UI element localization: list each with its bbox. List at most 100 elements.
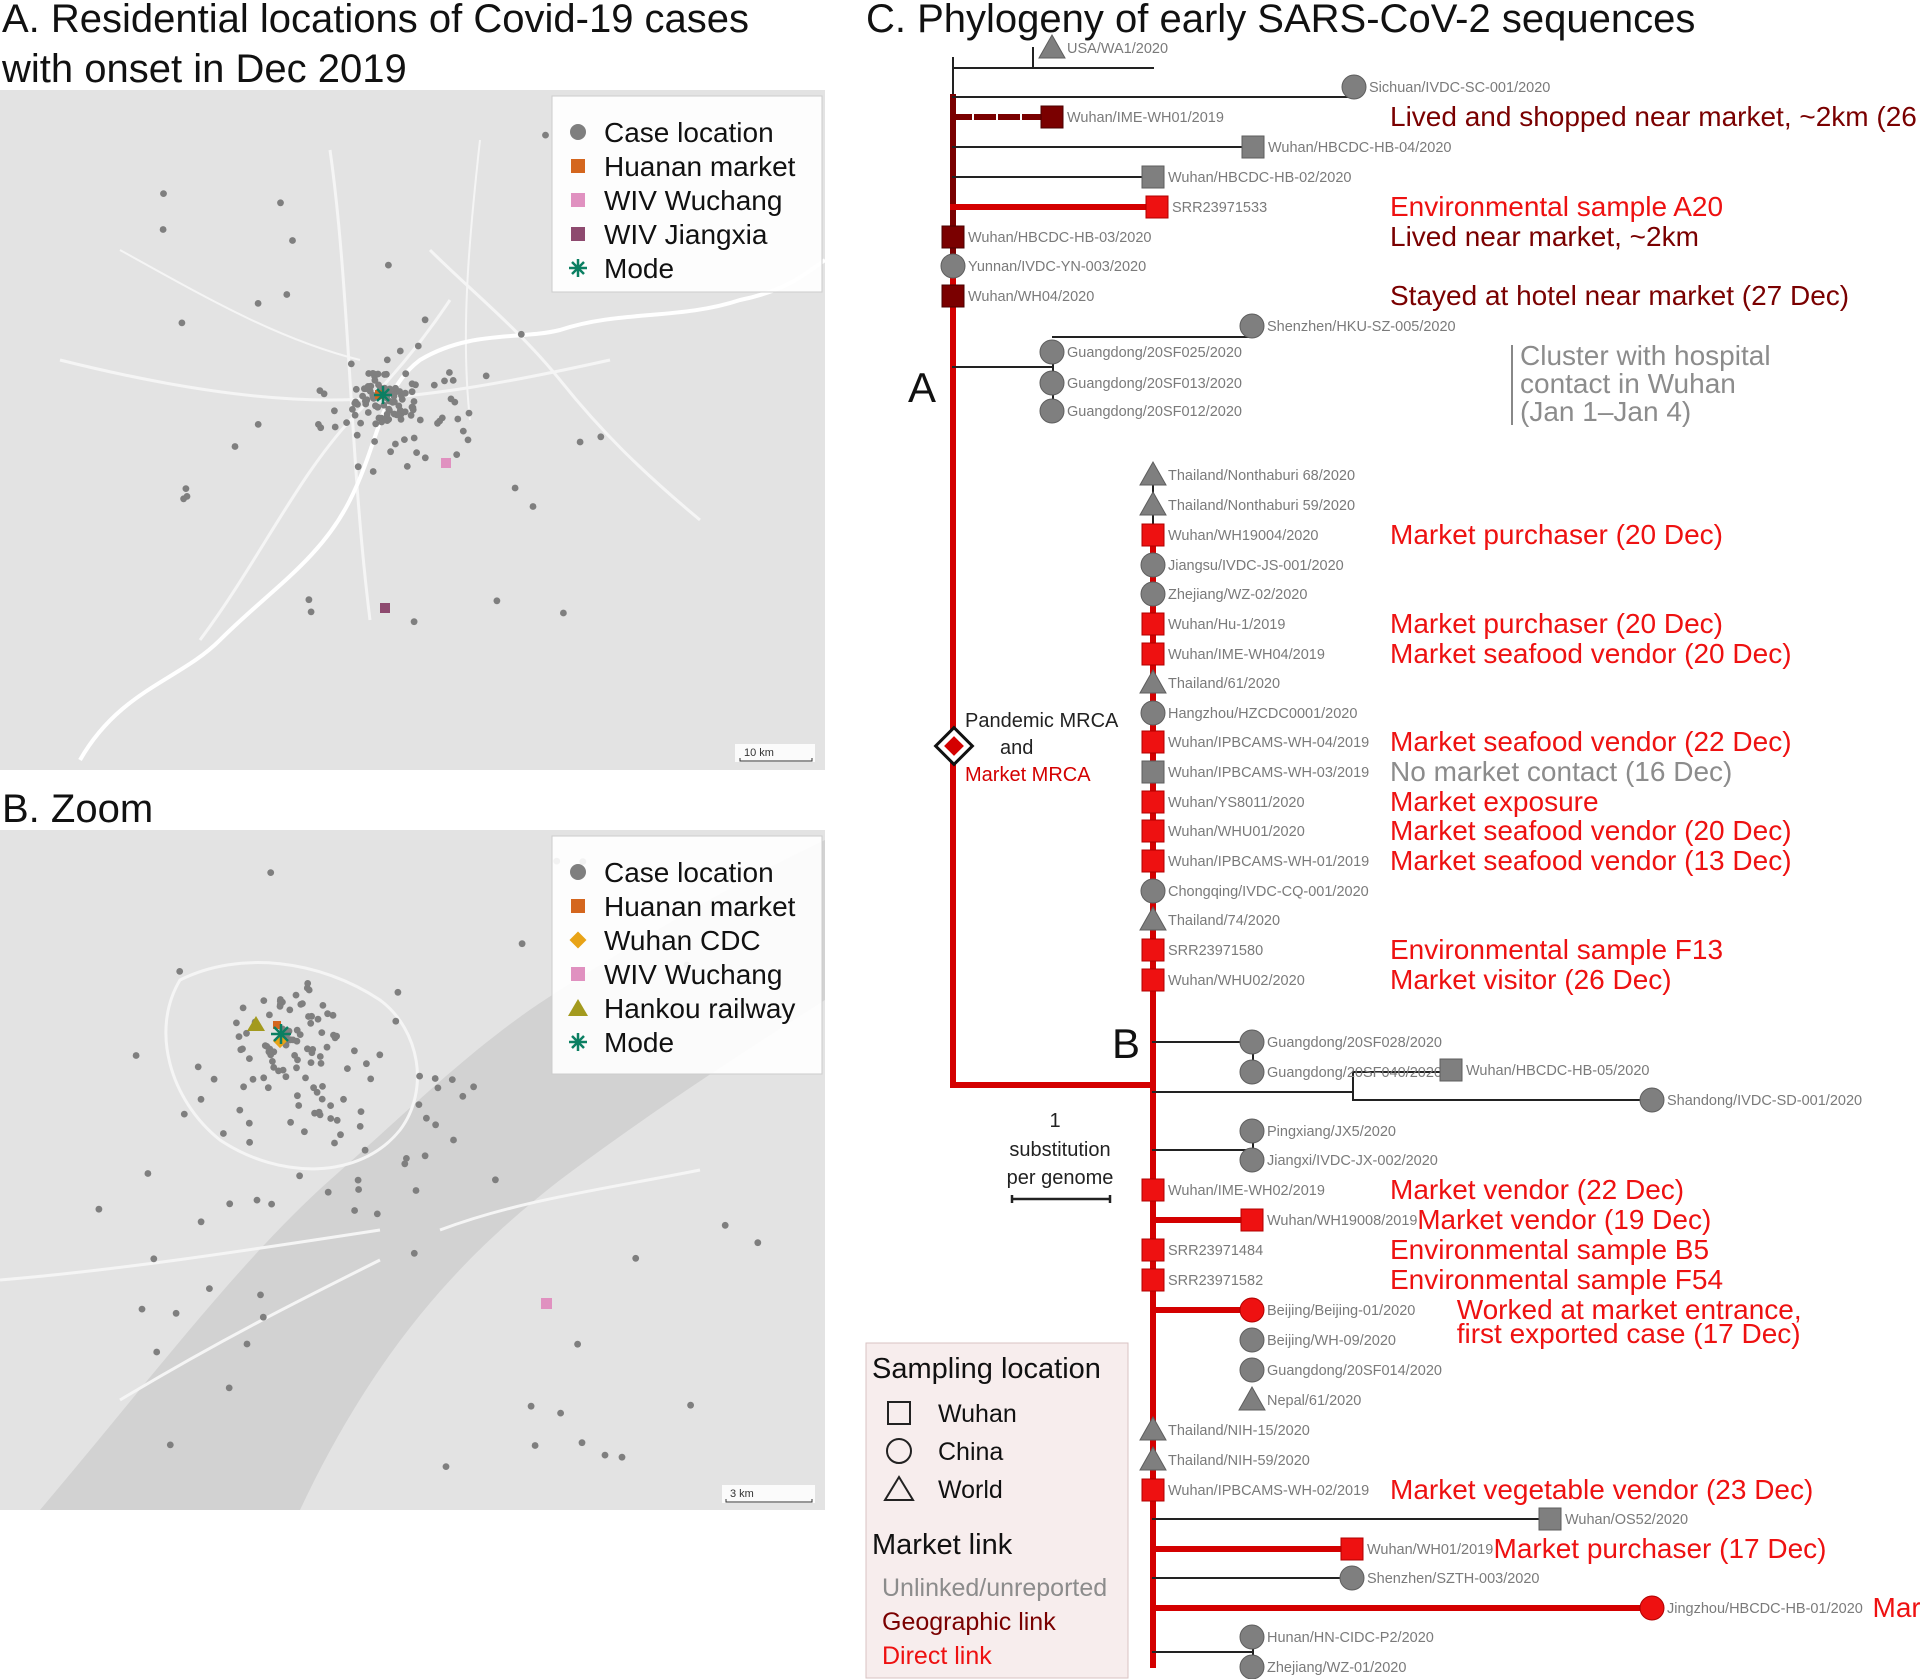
leaf-label: Wuhan/IPBCAMS-WH-03/2019	[1168, 765, 1369, 781]
legend-circle-icon	[886, 1438, 912, 1464]
case-location-dot	[354, 463, 362, 471]
leaf-square-marker	[1439, 1058, 1463, 1082]
tree-leaf: SRR23971582 Environmental sample F54	[1141, 1264, 1723, 1295]
leaf-circle-marker	[1039, 398, 1065, 424]
case-location-dot	[307, 1059, 315, 1066]
case-location-dot	[560, 609, 567, 617]
case-location-dot	[231, 443, 239, 450]
case-location-dot	[239, 1004, 247, 1012]
case-location-dot	[754, 1239, 762, 1247]
leaf-square-marker	[1141, 1238, 1165, 1262]
panel-b-legend-label: Hankou railway	[604, 993, 795, 1024]
leaf-circle-marker	[1239, 1297, 1265, 1323]
case-location-dot	[220, 1130, 227, 1137]
case-location-dot	[317, 1060, 325, 1067]
leaf-label: Wuhan/WH19008/2019	[1267, 1213, 1417, 1229]
case-location-dot	[632, 1254, 640, 1262]
case-location-dot	[287, 1118, 294, 1126]
tree-leaf: Wuhan/YS8011/2020 Market exposure	[1141, 786, 1599, 817]
tree-leaf: Chongqing/IVDC-CQ-001/2020	[1140, 878, 1369, 904]
case-location-dot	[294, 1092, 301, 1100]
case-location-dot	[344, 1065, 351, 1072]
case-location-dot	[245, 1119, 253, 1127]
case-location-dot	[374, 370, 382, 378]
case-location-dot	[361, 1146, 369, 1154]
panel-a: A. Residential locations of Covid-19 cas…	[0, 0, 827, 770]
leaf-label: Yunnan/IVDC-YN-003/2020	[968, 259, 1146, 275]
case-location-dot	[253, 1196, 261, 1204]
leaf-label: Wuhan/YS8011/2020	[1168, 795, 1305, 811]
case-location-dot	[246, 1138, 254, 1146]
case-location-dot	[314, 1015, 322, 1023]
panel-a-legend-label: WIV Wuchang	[604, 185, 782, 216]
leaf-label: Hunan/HN-CIDC-P2/2020	[1267, 1630, 1434, 1646]
case-location-dot	[313, 1088, 321, 1096]
case-location-dot	[315, 1108, 323, 1116]
leaf-square-marker	[1040, 105, 1064, 129]
panel-c-title: C. Phylogeny of early SARS-CoV-2 sequenc…	[866, 0, 1695, 41]
case-location-dot	[394, 988, 402, 996]
leaf-square-marker	[1241, 135, 1265, 159]
leaf-square-marker	[941, 225, 965, 249]
sampling-legend-wuhan: Wuhan	[938, 1400, 1017, 1428]
panel-b-hankou-marker	[247, 1016, 265, 1031]
leaf-label: Wuhan/Hu-1/2019	[1168, 617, 1285, 633]
case-location-dot	[576, 438, 584, 446]
case-location-dot	[318, 1029, 326, 1036]
tree-leaf: Wuhan/HBCDC-HB-03/2020 Lived near market,…	[941, 221, 1699, 252]
leaf-triangle-marker	[1139, 1445, 1167, 1471]
case-location-dot	[376, 1051, 384, 1059]
case-location-dot	[296, 1172, 303, 1180]
case-location-dot	[373, 1210, 381, 1218]
case-location-dot	[557, 1409, 564, 1417]
case-location-dot	[517, 330, 525, 338]
tree-leaf: Wuhan/WH19004/2020 Market purchaser (20 D…	[1141, 519, 1723, 550]
panel-b-mode-marker	[271, 1024, 291, 1044]
leaf-label: Beijing/WH-09/2020	[1267, 1333, 1396, 1349]
leaf-label: SRR23971580	[1168, 943, 1263, 959]
market-legend-direct: Direct link	[882, 1642, 992, 1670]
leaf-square-marker	[1141, 1268, 1165, 1292]
leaf-label: Zhejiang/WZ-01/2020	[1267, 1660, 1406, 1676]
case-location-dot	[403, 1155, 410, 1162]
tree-scale-line3: per genome	[1007, 1167, 1114, 1189]
leaf-circle-marker	[1239, 1118, 1265, 1144]
case-location-dot	[305, 596, 313, 604]
tree-leaf: Wuhan/OS52/2020	[1538, 1507, 1688, 1531]
leaf-annotation: Market seafood vendor (20 Dec)	[1390, 815, 1792, 846]
case-location-dot	[454, 415, 462, 423]
leaf-annotation: Lived and shopped near market, ~2km (26 …	[1390, 101, 1920, 132]
case-location-dot	[511, 484, 519, 492]
tree-legend: Sampling location Wuhan China World Mark…	[865, 1342, 1129, 1679]
tree-leaf: Hunan/HN-CIDC-P2/2020	[1239, 1624, 1434, 1650]
case-location-dot	[421, 316, 429, 324]
case-location-dot	[292, 991, 300, 999]
case-location-dot	[254, 300, 262, 307]
case-location-dot	[383, 410, 391, 418]
case-location-dot	[385, 261, 392, 269]
case-location-dot	[416, 416, 424, 424]
panel-b-scalebar: 3 km	[722, 1485, 815, 1503]
sampling-legend-title: Sampling location	[872, 1353, 1101, 1385]
case-location-dot	[172, 1309, 180, 1317]
panel-a-legend-3-marker-icon	[571, 227, 585, 241]
leaf-label: Shenzhen/SZTH-003/2020	[1367, 1571, 1540, 1587]
case-location-dot	[257, 1291, 264, 1299]
leaf-annotation: Stayed at hotel near market (27 Dec)	[1390, 280, 1849, 311]
leaf-circle-marker	[1239, 1624, 1265, 1650]
case-location-dot	[297, 1001, 305, 1008]
case-location-dot	[316, 1053, 324, 1060]
case-location-dot	[369, 468, 377, 475]
phylogeny-leaves: USA/WA1/2020 Sichuan/IVDC-SC-001/2020 Wuha…	[940, 33, 1920, 1679]
leaf-circle-marker	[1039, 370, 1065, 396]
case-location-dot	[289, 237, 296, 244]
leaf-circle-marker	[940, 253, 966, 279]
case-location-dot	[183, 493, 191, 500]
leaf-square-marker	[1141, 730, 1165, 754]
tree-leaf: Jiangsu/IVDC-JS-001/2020	[1140, 552, 1344, 578]
case-location-dot	[316, 387, 324, 394]
case-location-dot	[240, 1083, 248, 1091]
panel-a-wiv-wuchang-marker	[441, 458, 451, 468]
cluster-note: Cluster with hospital contact in Wuhan (…	[1511, 340, 1771, 427]
sampling-legend-world: World	[938, 1476, 1003, 1504]
